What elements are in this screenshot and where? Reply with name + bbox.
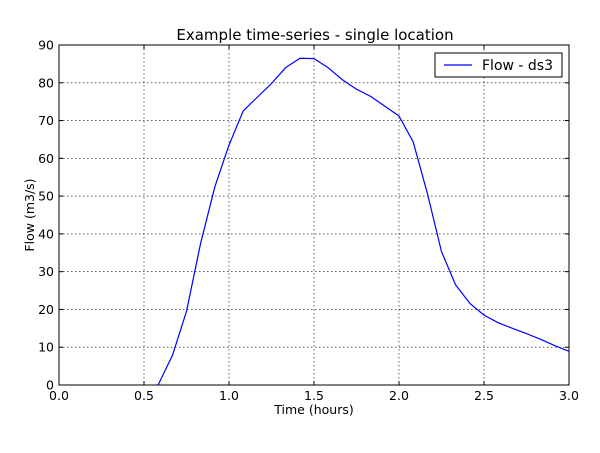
- x-tick-label-1-5: 1.5: [304, 388, 324, 403]
- y-tick-label-80: 80: [38, 75, 54, 90]
- series-layer: [157, 57, 570, 386]
- y-tick-label-50: 50: [38, 189, 54, 204]
- x-tick-label-2-5: 2.5: [474, 388, 494, 403]
- y-tick-label-70: 70: [38, 113, 54, 128]
- y-tick-label-60: 60: [38, 151, 54, 166]
- y-tick-label-30: 30: [38, 264, 54, 279]
- y-tick-label-20: 20: [38, 302, 54, 317]
- x-axis-label: Time (hours): [273, 402, 353, 417]
- y-tick-label-90: 90: [38, 38, 54, 53]
- series-line-flow-ds3: [157, 57, 570, 386]
- x-tick-label-2-0: 2.0: [389, 388, 409, 403]
- grid-lines: [59, 45, 569, 385]
- x-tick-label-1-0: 1.0: [219, 388, 239, 403]
- x-tick-label-0-5: 0.5: [134, 388, 154, 403]
- y-axis-label: Flow (m3/s): [22, 178, 37, 251]
- x-tick-label-3-0: 3.0: [559, 388, 579, 403]
- plot-frame: [58, 44, 570, 386]
- y-tick-label-10: 10: [38, 340, 54, 355]
- chart-title: Example time-series - single location: [176, 26, 453, 44]
- legend-label-flow-ds3: Flow - ds3: [482, 58, 553, 74]
- y-tick-label-0: 0: [46, 378, 54, 393]
- legend: Flow - ds3: [434, 52, 563, 78]
- x-tick-label-0-0: 0.0: [49, 388, 69, 403]
- axis-ticks: 0.0 0.5 1.0 1.5 2.0 2.5 3.0 0 10 20 30 40 50 60 70 80 90: [38, 38, 579, 404]
- y-tick-label-40: 40: [38, 226, 54, 241]
